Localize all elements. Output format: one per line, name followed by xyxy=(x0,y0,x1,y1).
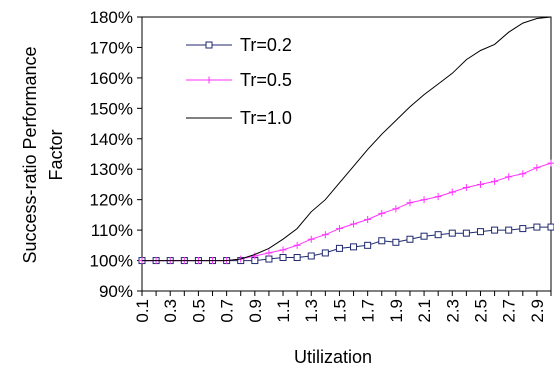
x-axis-label: Utilization xyxy=(294,347,372,367)
x-tick-label: 2.7 xyxy=(500,299,519,323)
y-axis-label-line-2: Factor xyxy=(46,129,66,180)
y-axis-label-line-1: Success-ratio Performance xyxy=(20,46,40,263)
legend-label: Tr=1.0 xyxy=(240,108,292,128)
x-tick-label: 0.7 xyxy=(218,299,237,323)
x-tick-label: 0.9 xyxy=(246,299,265,323)
x-axis: 0.1 0.3 0.5 0.7 0.9 1.1 1.3 1.5 1.7 1.9 2.1 2.3 2.5 2… xyxy=(133,291,552,323)
data-point xyxy=(519,225,527,233)
y-tick-label: 110% xyxy=(91,221,133,240)
x-tick-label: 0.3 xyxy=(161,299,180,323)
data-point xyxy=(434,193,442,201)
x-tick-label: 2.5 xyxy=(471,299,490,323)
data-point xyxy=(547,223,554,231)
legend-marker xyxy=(205,41,213,49)
x-tick-label: 2.1 xyxy=(415,299,434,323)
series-tr-0-2 xyxy=(138,223,554,265)
data-point xyxy=(491,226,499,234)
legend-item: Tr=0.2 xyxy=(186,35,292,55)
legend-marker xyxy=(205,76,213,84)
series-line-tr-0-2 xyxy=(142,226,551,262)
data-point xyxy=(350,243,358,251)
data-point xyxy=(293,254,301,262)
y-tick-label: 170% xyxy=(90,38,133,57)
data-point xyxy=(533,223,541,231)
data-point xyxy=(364,215,372,223)
y-tick-label: 100% xyxy=(90,252,133,271)
data-point xyxy=(547,159,554,167)
x-tick-label: 0.5 xyxy=(189,299,208,323)
data-point xyxy=(307,235,315,243)
x-tick-label: 0.1 xyxy=(133,299,152,323)
series-line-tr-1-0 xyxy=(142,16,552,262)
series-tr-1-0 xyxy=(142,16,552,262)
x-tick-label: 1.3 xyxy=(302,299,321,323)
y-tick-label: 140% xyxy=(90,130,133,149)
x-tick-label: 1.7 xyxy=(359,299,378,323)
data-point xyxy=(392,238,400,246)
legend-label: Tr=0.5 xyxy=(240,70,292,90)
data-point xyxy=(392,205,400,213)
data-point xyxy=(406,199,414,207)
x-tick-label: 1.5 xyxy=(330,299,349,323)
data-point xyxy=(476,228,484,236)
data-point xyxy=(307,252,315,260)
x-tick-label: 2.3 xyxy=(443,299,462,323)
data-point xyxy=(519,170,527,178)
data-point xyxy=(265,249,273,257)
data-point xyxy=(533,164,541,172)
data-point xyxy=(448,188,456,196)
y-tick-label: 160% xyxy=(90,69,133,88)
plot-border xyxy=(141,16,552,292)
data-point xyxy=(279,254,287,262)
y-tick-label: 90% xyxy=(99,282,133,301)
y-tick-label: 130% xyxy=(90,160,133,179)
data-point xyxy=(406,235,414,243)
data-point xyxy=(476,180,484,188)
legend-item: Tr=1.0 xyxy=(186,108,292,128)
data-point xyxy=(434,231,442,239)
y-tick-label: 180% xyxy=(90,8,133,27)
data-point xyxy=(505,226,513,234)
data-point xyxy=(265,255,273,263)
data-point xyxy=(364,241,372,249)
data-point xyxy=(378,209,386,217)
data-point xyxy=(279,246,287,254)
data-point xyxy=(448,229,456,237)
data-point xyxy=(350,220,358,228)
x-tick-label: 1.1 xyxy=(274,299,293,323)
data-point xyxy=(321,231,329,239)
y-tick-label: 150% xyxy=(90,99,133,118)
plot-area xyxy=(141,16,552,292)
data-point xyxy=(420,232,428,240)
data-point xyxy=(505,173,513,181)
data-point xyxy=(251,252,259,260)
data-point xyxy=(462,229,470,237)
data-point xyxy=(335,244,343,252)
y-axis: 90% 100% 110% 120% 130% 140% 150% 160% 170% 180% xyxy=(90,8,142,301)
data-point xyxy=(293,241,301,249)
data-point xyxy=(335,225,343,233)
legend-label: Tr=0.2 xyxy=(240,35,292,55)
x-tick-label: 2.9 xyxy=(528,299,547,323)
legend-item: Tr=0.5 xyxy=(186,70,292,90)
series-line-tr-0-5 xyxy=(142,162,552,262)
x-tick-label: 1.9 xyxy=(387,299,406,323)
legend: Tr=0.2 Tr=0.5 Tr=1.0 xyxy=(186,35,292,128)
data-point xyxy=(321,249,329,257)
series-layer xyxy=(138,16,554,265)
y-tick-label: 120% xyxy=(90,191,133,210)
data-point xyxy=(420,196,428,204)
data-point xyxy=(378,237,386,245)
data-point xyxy=(462,183,470,191)
data-point xyxy=(491,177,499,185)
